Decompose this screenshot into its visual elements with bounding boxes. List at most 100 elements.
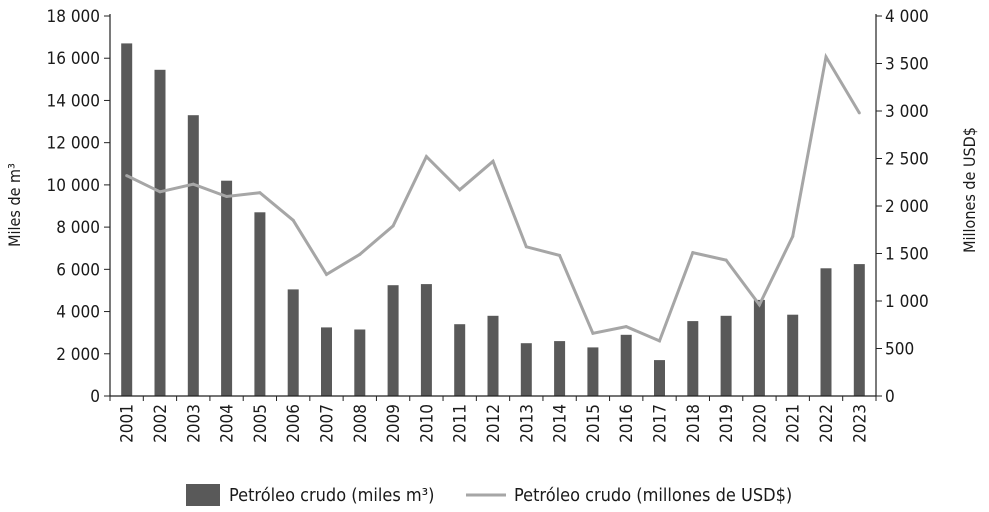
bar-2016 [620, 334, 632, 396]
x-tick-label: 2011 [451, 404, 471, 443]
line-point-2020 [757, 303, 761, 307]
x-tick-label: 2019 [717, 404, 737, 443]
y-left-tick-label: 18 000 [47, 7, 101, 27]
x-tick-label: 2008 [351, 404, 371, 443]
y-right-tick-label: 4 000 [885, 7, 929, 27]
x-tick-label: 2004 [218, 404, 238, 443]
x-tick-label: 2013 [517, 404, 537, 443]
x-tick-label: 2009 [384, 404, 404, 443]
x-tick-label: 2017 [651, 404, 671, 443]
line-point-2008 [358, 252, 362, 256]
y-left-tick-label: 12 000 [47, 134, 101, 154]
y-right-tick-label: 2 000 [885, 197, 929, 217]
x-tick-label: 2018 [684, 404, 704, 443]
line-point-2010 [424, 155, 428, 159]
bar-2020 [753, 299, 765, 396]
y-left-tick-label: 14 000 [47, 91, 101, 111]
y-right-tick-label: 1 000 [885, 292, 929, 312]
y-left-tick-label: 2 000 [56, 345, 100, 365]
x-tick-label: 2002 [151, 404, 171, 443]
x-tick-label: 2006 [284, 404, 304, 443]
bar-2003 [187, 115, 199, 396]
line-point-2014 [558, 253, 562, 257]
line-point-2004 [225, 195, 229, 198]
bar-2005 [254, 212, 266, 396]
x-tick-label: 2007 [317, 404, 337, 443]
y-left-tick-label: 8 000 [56, 218, 100, 238]
bar-2007 [321, 327, 332, 396]
line-point-2001 [125, 174, 129, 178]
y-left-tick-label: 4 000 [56, 303, 100, 323]
bar-2013 [520, 343, 532, 396]
y-left-tick-label: 10 000 [47, 176, 101, 196]
bar-2021 [787, 314, 799, 396]
bar-2006 [287, 289, 299, 396]
bars-layer [121, 43, 865, 397]
bar-2019 [720, 315, 732, 396]
bar-2018 [687, 321, 699, 396]
y-right-tick-label: 2 500 [885, 150, 929, 170]
line-point-2003 [191, 182, 195, 186]
y-left-tick-label: 0 [90, 387, 100, 407]
line-point-2023 [857, 111, 861, 115]
x-tick-label: 2016 [617, 404, 637, 443]
line-point-2017 [658, 339, 661, 343]
legend-label-bar: Petróleo crudo (miles m³) [229, 485, 435, 506]
line-point-2013 [524, 245, 528, 249]
x-tick-label: 2015 [584, 404, 604, 443]
x-tick-label: 2003 [184, 404, 204, 443]
x-tick-label: 2021 [784, 404, 804, 443]
x-tick-label: 2020 [750, 404, 770, 443]
line-point-2002 [158, 190, 162, 194]
line-series-usd [126, 52, 861, 343]
line-point-2012 [491, 159, 495, 163]
x-tick-label: 2005 [251, 404, 271, 443]
bar-2023 [853, 264, 865, 396]
bar-2009 [387, 285, 399, 396]
line-point-2021 [791, 234, 795, 238]
y-left-tick-label: 6 000 [56, 260, 100, 280]
x-tick-label: 2014 [551, 404, 571, 443]
legend-label-line: Petróleo crudo (millones de USD$) [514, 485, 792, 506]
bar-2008 [354, 329, 366, 396]
y-right-tick-label: 1 500 [885, 245, 929, 265]
bar-2001 [121, 43, 133, 397]
axes-layer: 0 2 000 4 000 6 000 8 000 10 000 12 000 14 000 1… [47, 7, 929, 407]
x-tick-label: 2001 [118, 404, 138, 443]
y-left-tick-label: 16 000 [47, 49, 101, 69]
line-point-2006 [291, 218, 295, 222]
y-right-tick-label: 3 500 [885, 55, 929, 75]
line-point-2011 [458, 188, 462, 192]
bar-2004 [221, 180, 233, 396]
y-right-tick-label: 500 [885, 340, 914, 360]
legend: Petróleo crudo (miles m³) Petróleo crudo… [186, 484, 792, 506]
line-layer [125, 52, 861, 343]
line-point-2018 [691, 251, 695, 255]
bar-2017 [654, 360, 665, 396]
x-tick-label: 2010 [417, 404, 437, 443]
legend-swatch-bar [186, 484, 220, 506]
x-tick-labels: 2001 2002 2003 2004 2005 2006 2007 2008 2009 2010… [118, 404, 871, 443]
bar-2014 [554, 341, 566, 396]
line-point-2022 [824, 55, 828, 59]
y-left-axis-title: Miles de m³ [5, 163, 24, 247]
bar-2022 [820, 268, 832, 396]
line-point-2007 [325, 272, 328, 276]
x-tick-label: 2023 [850, 404, 870, 443]
line-point-2016 [624, 325, 628, 329]
line-point-2019 [724, 258, 728, 262]
y-right-tick-label: 3 000 [885, 102, 929, 122]
y-right-axis-title: Millones de USD$ [960, 127, 979, 253]
line-point-2005 [258, 191, 262, 195]
line-point-2015 [591, 331, 595, 335]
x-tick-label: 2012 [484, 404, 504, 443]
line-point-2009 [391, 224, 395, 228]
bar-2002 [154, 69, 166, 397]
bar-2012 [487, 315, 499, 396]
bar-2010 [420, 284, 432, 396]
y-right-tick-label: 0 [885, 387, 895, 407]
x-tick-label: 2022 [817, 404, 837, 443]
bar-2015 [587, 347, 599, 396]
bar-2011 [454, 324, 466, 396]
